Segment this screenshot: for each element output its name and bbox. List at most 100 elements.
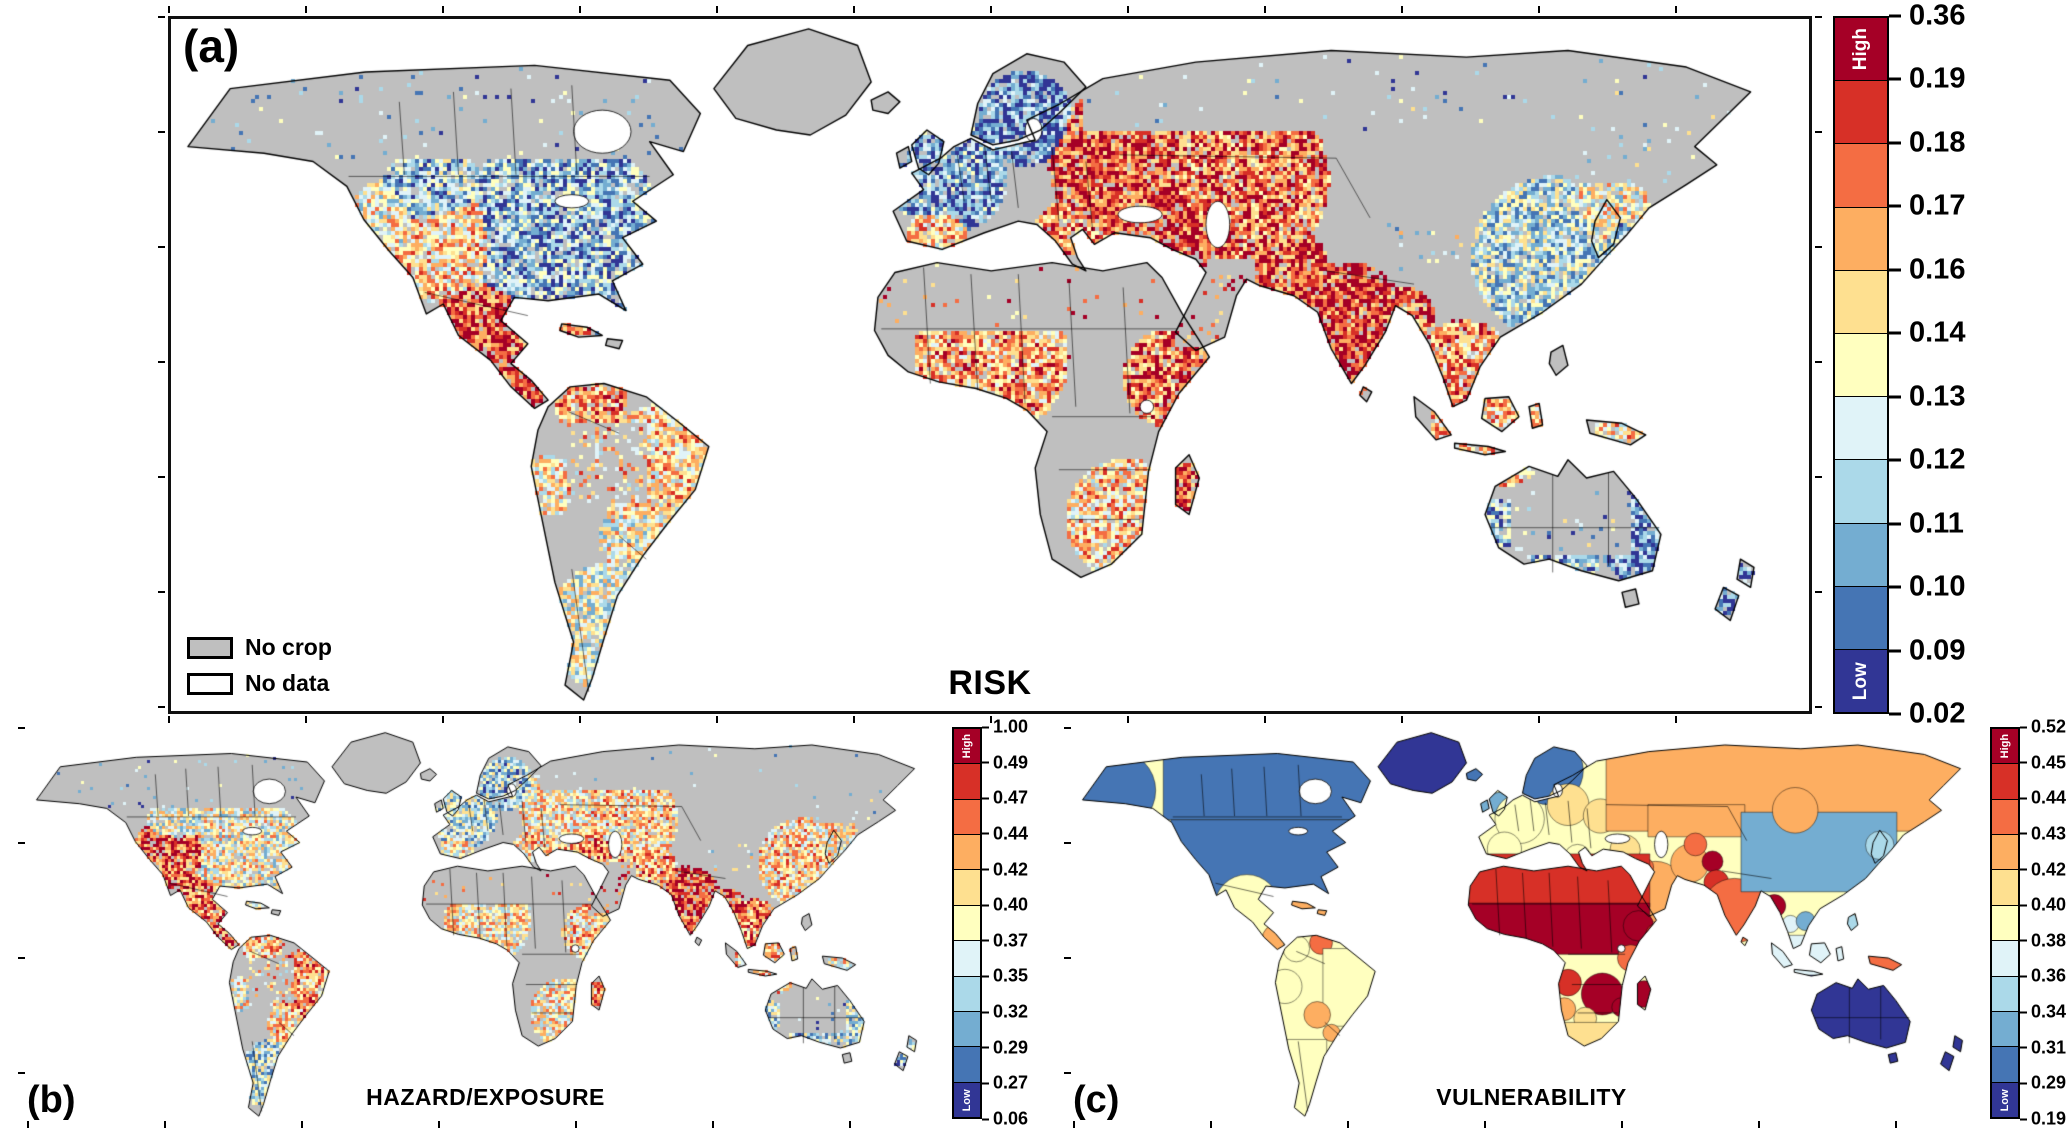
colorbar-tick-label: 0.29	[982, 1037, 1028, 1058]
axis-ticks-a-right	[1815, 16, 1822, 714]
no-crop-label: No crop	[245, 634, 332, 660]
panel-c-label: (c)	[1073, 1079, 1120, 1121]
axis-ticks-b-bottom	[27, 1121, 944, 1128]
colorbar-tick-label: 0.13	[1889, 380, 1965, 413]
colorbar-band-1	[1835, 80, 1887, 144]
colorbar-tick-label: 0.42	[982, 859, 1028, 880]
risk-title: RISK	[948, 664, 1032, 702]
vulnerability-title: VULNERABILITY	[1436, 1084, 1627, 1110]
colorbar-tick-label: 0.49	[982, 752, 1028, 773]
colorbar-tick-label: 0.12	[1889, 444, 1965, 477]
colorbar-band-9	[1992, 1046, 2018, 1082]
colorbar-tick-label: 0.16	[1889, 253, 1965, 286]
colorbar-band-6	[1835, 396, 1887, 460]
hazard-exposure-colorbar: High Low 1.00 0.49 0.47 0.44 0.42 0.40 0.37 0.35…	[952, 717, 1028, 1129]
colorbar-tick-label: 0.31	[2020, 1037, 2066, 1058]
colorbar-band-10: Low	[1835, 648, 1887, 713]
map-legend: No crop No data	[187, 634, 332, 697]
colorbar-tick-label: 0.40	[2020, 895, 2066, 916]
colorbar-band-7	[954, 975, 980, 1011]
axis-ticks-a-bottom	[168, 716, 1812, 723]
colorbar-band-3	[954, 834, 980, 870]
no-data-label: No data	[245, 670, 330, 696]
vulnerability-colorbar-bar: High Low	[1990, 727, 2020, 1119]
legend-item-no-data: No data	[187, 670, 332, 697]
colorbar-band-10: Low	[1992, 1081, 2018, 1117]
colorbar-tick-label: 0.36	[2020, 966, 2066, 987]
hazard-exposure-map-canvas	[27, 727, 944, 1119]
colorbar-band-8	[954, 1010, 980, 1047]
colorbar-band-4	[1835, 269, 1887, 333]
colorbar-tick-label: 0.44	[982, 823, 1028, 844]
colorbar-high-label: High	[1850, 27, 1871, 71]
axis-ticks-c-bottom	[1073, 1121, 1990, 1128]
colorbar-band-4	[1992, 869, 2018, 905]
colorbar-low-label: Low	[1850, 661, 1871, 700]
colorbar-low-label: Low	[1999, 1088, 2011, 1111]
colorbar-tick-label: 0.27	[982, 1073, 1028, 1094]
colorbar-band-3	[1992, 834, 2018, 870]
colorbar-tick-label: 0.06	[982, 1109, 1028, 1130]
colorbar-tick-label: 0.37	[982, 930, 1028, 951]
colorbar-tick-label: 0.36	[1889, 0, 1965, 33]
colorbar-tick-label: 0.40	[982, 895, 1028, 916]
colorbar-tick-label: 0.52	[2020, 717, 2066, 738]
colorbar-band-3	[1835, 206, 1887, 270]
colorbar-high-label: High	[1999, 733, 2011, 759]
colorbar-high-label: High	[961, 733, 973, 759]
colorbar-band-8	[1835, 522, 1887, 586]
panel-b-label: (b)	[27, 1079, 76, 1121]
colorbar-tick-label: 0.11	[1889, 507, 1964, 540]
colorbar-band-6	[954, 940, 980, 976]
colorbar-tick-label: 0.29	[2020, 1073, 2066, 1094]
colorbar-tick-label: 0.34	[2020, 1002, 2066, 1023]
colorbar-tick-label: 0.14	[1889, 317, 1965, 350]
risk-colorbar-bar: High Low	[1833, 16, 1889, 714]
colorbar-band-0: High	[1835, 18, 1887, 81]
no-crop-swatch	[187, 636, 233, 659]
colorbar-band-1	[1992, 763, 2018, 799]
colorbar-band-5	[1992, 904, 2018, 941]
risk-map-panel: (a) No crop No data RISK	[168, 16, 1812, 714]
colorbar-tick-label: 0.32	[982, 1002, 1028, 1023]
colorbar-tick-label: 0.10	[1889, 571, 1965, 604]
vulnerability-colorbar: High Low 0.52 0.45 0.44 0.43 0.42 0.40 0.38 0.36…	[1990, 717, 2066, 1129]
hazard-exposure-title: HAZARD/EXPOSURE	[366, 1084, 605, 1110]
colorbar-tick-label: 0.47	[982, 788, 1028, 809]
colorbar-band-5	[1835, 332, 1887, 397]
colorbar-band-0: High	[954, 729, 980, 764]
colorbar-band-9	[1835, 585, 1887, 649]
colorbar-tick-label: 0.42	[2020, 859, 2066, 880]
risk-colorbar: High Low 0.36 0.19 0.18 0.17 0.16 0.14 0.13 0.12…	[1833, 0, 1965, 730]
axis-ticks-b-left	[18, 727, 25, 1119]
colorbar-tick-label: 0.45	[2020, 752, 2066, 773]
colorbar-tick-label: 0.38	[2020, 930, 2066, 951]
legend-item-no-crop: No crop	[187, 634, 332, 661]
colorbar-tick-label: 0.43	[2020, 823, 2066, 844]
panel-a-label: (a)	[183, 20, 240, 72]
colorbar-band-7	[1835, 459, 1887, 523]
colorbar-band-1	[954, 763, 980, 799]
colorbar-band-2	[1992, 798, 2018, 835]
colorbar-tick-label: 0.17	[1889, 190, 1965, 223]
colorbar-band-7	[1992, 975, 2018, 1011]
colorbar-tick-label: 0.44	[2020, 788, 2066, 809]
colorbar-band-6	[1992, 940, 2018, 976]
hazard-exposure-colorbar-bar: High Low	[952, 727, 982, 1119]
colorbar-tick-label: 0.35	[982, 966, 1028, 987]
hazard-exposure-map-panel: (b) HAZARD/EXPOSURE	[27, 727, 944, 1119]
colorbar-low-label: Low	[961, 1088, 973, 1111]
colorbar-tick-label: 0.19	[1889, 63, 1965, 96]
vulnerability-map-panel: (c) VULNERABILITY	[1073, 727, 1990, 1119]
colorbar-band-2	[954, 798, 980, 835]
colorbar-band-5	[954, 904, 980, 941]
colorbar-tick-label: 0.02	[1889, 698, 1965, 731]
colorbar-band-10: Low	[954, 1081, 980, 1117]
colorbar-band-8	[1992, 1010, 2018, 1047]
colorbar-band-9	[954, 1046, 980, 1082]
colorbar-tick-label: 0.19	[2020, 1109, 2066, 1130]
colorbar-band-2	[1835, 143, 1887, 207]
axis-ticks-a-left	[158, 16, 165, 714]
colorbar-band-0: High	[1992, 729, 2018, 764]
